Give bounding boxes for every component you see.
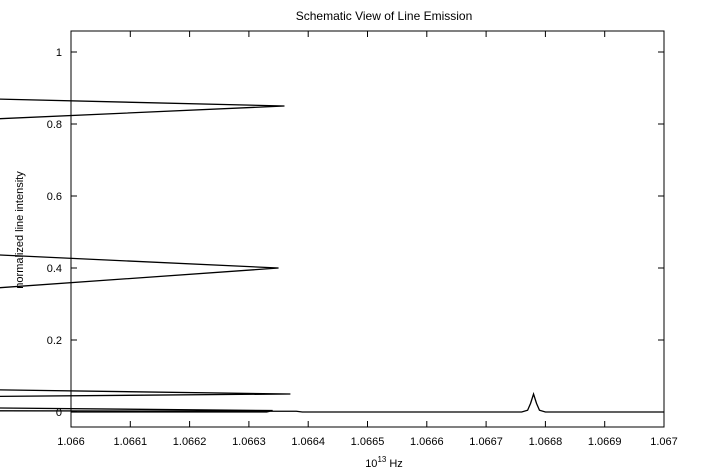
x-axis-label-base: 10 xyxy=(365,458,377,470)
y-axis-label: normalized line intensity xyxy=(14,171,26,289)
x-tick-label: 1.0669 xyxy=(588,436,622,448)
x-axis-label-exponent: 13 xyxy=(377,455,386,464)
x-tick-label: 1.0662 xyxy=(173,436,207,448)
x-axis-label: 1013 Hz xyxy=(365,455,403,470)
x-tick-label: 1.067 xyxy=(650,436,678,448)
x-axis: 1.066 1.0661 1.0662 1.0663 1.0664 1.0665 1.066… xyxy=(57,31,678,448)
x-tick-label: 1.0661 xyxy=(113,436,147,448)
y-tick-label: 0.8 xyxy=(47,119,62,131)
series-line xyxy=(0,98,664,413)
x-tick-label: 1.0665 xyxy=(351,436,385,448)
y-tick-label: 0.2 xyxy=(47,335,62,347)
y-tick-label: 1 xyxy=(56,47,62,59)
x-tick-label: 1.0664 xyxy=(291,436,325,448)
x-tick-label: 1.0666 xyxy=(410,436,444,448)
y-tick-label: 0 xyxy=(56,407,62,419)
y-tick-label: 0.4 xyxy=(47,263,62,275)
x-tick-label: 1.066 xyxy=(57,436,85,448)
x-tick-label: 1.0668 xyxy=(529,436,563,448)
x-tick-label: 1.0663 xyxy=(232,436,266,448)
chart-title: Schematic View of Line Emission xyxy=(296,9,473,23)
x-tick-label: 1.0667 xyxy=(469,436,503,448)
y-tick-label: 0.6 xyxy=(47,191,62,203)
x-axis-label-unit: Hz xyxy=(389,458,402,470)
plot-frame xyxy=(70,30,665,428)
